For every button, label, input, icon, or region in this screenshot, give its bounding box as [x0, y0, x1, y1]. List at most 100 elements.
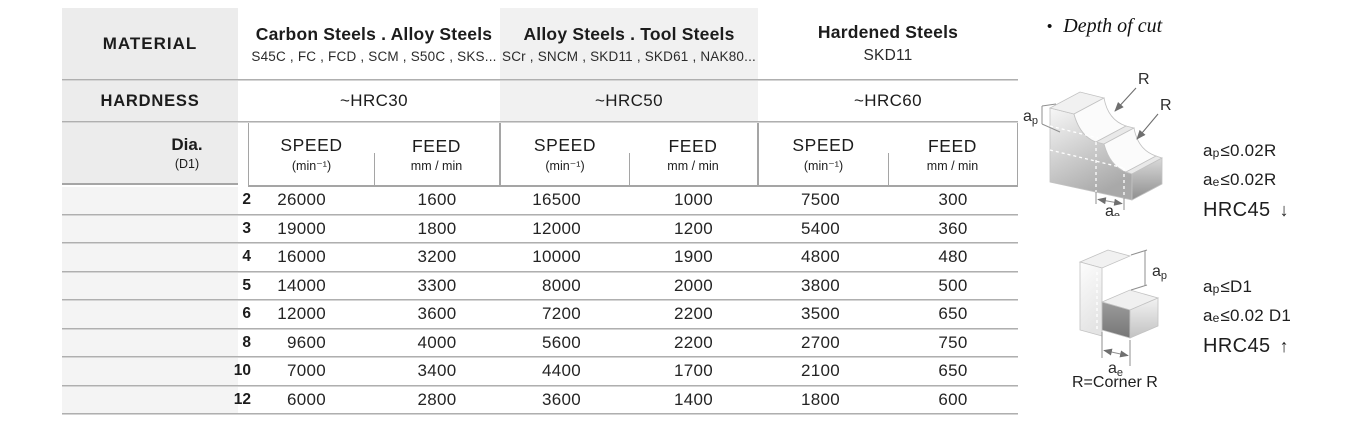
- speed-value: 7200: [541, 304, 581, 324]
- hardness-row-label: HARDNESS: [62, 81, 238, 121]
- speed-value: 7000: [286, 361, 326, 381]
- speed-value: 8000: [541, 275, 581, 295]
- up-arrow-icon: ↑: [1279, 336, 1289, 356]
- speed-unit: (min⁻¹): [291, 159, 332, 173]
- dia-value: 12: [233, 390, 251, 408]
- dia-value: 8: [242, 333, 251, 351]
- dimension-lines: [1041, 103, 1125, 210]
- speed-value: 14000: [277, 275, 326, 295]
- speed-title: SPEED: [792, 135, 855, 155]
- block-shape: [1078, 249, 1160, 339]
- speed-value: 2100: [800, 361, 840, 381]
- material-row-label: MATERIAL: [62, 8, 238, 79]
- hardness-value-carbon: ~HRC30: [339, 91, 409, 110]
- ap-label: ap: [1023, 108, 1038, 127]
- dia-cell: 6: [62, 301, 251, 328]
- feed-value: 500: [938, 275, 968, 295]
- depth-of-cut-title: Depth of cut: [1063, 15, 1163, 37]
- constraint-ae: a e ≤0.02R: [1203, 169, 1277, 189]
- feed-header-g3: FEED mm / min: [888, 123, 1018, 187]
- hardness-value-hardened: ~HRC60: [853, 91, 923, 110]
- dia-value: 6: [242, 305, 251, 323]
- feed-value: 3300: [417, 275, 457, 295]
- speed-title: SPEED: [280, 135, 343, 155]
- feed-value: 3400: [417, 361, 457, 381]
- feed-unit: mm / min: [667, 158, 719, 173]
- dia-value: 5: [242, 276, 251, 294]
- dia-cell: 10: [62, 358, 251, 385]
- down-arrow-icon: ↓: [1279, 200, 1289, 220]
- feed-value: 2800: [417, 389, 457, 409]
- speed-value: 5600: [541, 332, 581, 352]
- speed-value: 19000: [277, 218, 326, 238]
- feed-value: 600: [938, 389, 968, 409]
- feed-value: 300: [938, 190, 968, 210]
- dia-value: 3: [242, 219, 251, 237]
- speed-value: 6000: [286, 389, 326, 409]
- ae-label: ae: [1105, 203, 1120, 216]
- material-group-carbon-alloy: Carbon Steels . Alloy Steels S45C , FC ,…: [248, 8, 500, 79]
- speed-unit: (min⁻¹): [545, 159, 585, 173]
- feed-header-g1: FEED mm / min: [374, 123, 500, 187]
- dia-cell: 2: [62, 187, 251, 214]
- feed-unit: mm / min: [410, 158, 463, 173]
- feed-title: FEED: [411, 135, 462, 156]
- feed-value: 650: [938, 361, 968, 381]
- feed-value: 2000: [673, 275, 714, 295]
- speed-value: 7500: [800, 190, 840, 210]
- row-divider: [62, 356, 1018, 358]
- speed-value: 2700: [800, 332, 840, 352]
- row-divider: [62, 327, 1018, 330]
- speed-value: 12000: [277, 304, 326, 324]
- hardness-value-alloy: ~HRC50: [500, 81, 758, 121]
- row-divider: [62, 413, 1018, 415]
- feed-value: 1400: [673, 389, 714, 409]
- depth-of-cut-heading: • Depth of cut: [1047, 15, 1162, 38]
- row-divider: [62, 213, 1018, 216]
- dia-cell: 5: [62, 272, 251, 299]
- group-name: Hardened Steels: [817, 22, 959, 42]
- step-diagram-notes: a p ≤D1 a e ≤0.02 D1 HRC45 ↑: [1203, 272, 1291, 358]
- dia-value: 10: [233, 362, 251, 380]
- feed-value: 2200: [673, 304, 714, 324]
- ap-label: ap: [1152, 263, 1167, 282]
- feed-value: 1800: [417, 218, 457, 238]
- dia-value: 2: [242, 191, 251, 209]
- bullet-icon: •: [1047, 18, 1053, 35]
- speed-title: SPEED: [533, 135, 597, 155]
- row-divider: [62, 242, 1018, 244]
- group-grades: SKD11: [863, 47, 913, 64]
- constraint-ae: a e ≤0.02 D1: [1203, 305, 1292, 325]
- row-divider: [62, 270, 1018, 273]
- column-gap: [238, 81, 248, 121]
- speed-value: 3500: [800, 304, 840, 324]
- speed-header-g2: SPEED (min⁻¹): [500, 123, 630, 187]
- row-divider: [62, 79, 1018, 81]
- speed-value: 16000: [277, 247, 326, 267]
- speed-value: 3800: [800, 275, 840, 295]
- hardness-limit-note: HRC45 ↓: [1203, 199, 1289, 221]
- feed-value: 3600: [417, 304, 457, 324]
- scallop-depth-diagram: ap R R ae: [1023, 71, 1172, 216]
- feed-value: 3200: [417, 247, 457, 267]
- feed-value: 750: [938, 332, 968, 352]
- feed-value: 1900: [673, 247, 714, 267]
- feed-value: 480: [938, 247, 968, 267]
- speed-value: 10000: [532, 247, 581, 267]
- speed-value: 4800: [800, 247, 840, 267]
- dia-cell: 8: [62, 329, 251, 356]
- feed-value: 360: [938, 218, 968, 238]
- speed-header-g1: SPEED (min⁻¹): [248, 123, 375, 187]
- row-divider: [62, 121, 1018, 123]
- feed-title: FEED: [668, 135, 718, 156]
- hardness-limit-note: HRC45 ↑: [1203, 335, 1289, 357]
- dia-cell: 12: [62, 386, 251, 413]
- speed-value: 26000: [277, 190, 326, 210]
- row-divider: [62, 384, 1018, 387]
- speed-unit: (min⁻¹): [803, 159, 844, 173]
- constraint-ap: a p ≤0.02R: [1203, 140, 1277, 160]
- step-depth-diagram: ap ae: [1078, 249, 1167, 379]
- material-group-alloy-tool: Alloy Steels . Tool Steels SCr , SNCM , …: [500, 8, 758, 79]
- feed-header-g2: FEED mm / min: [629, 123, 758, 187]
- constraint-ap: a p ≤D1: [1203, 276, 1253, 296]
